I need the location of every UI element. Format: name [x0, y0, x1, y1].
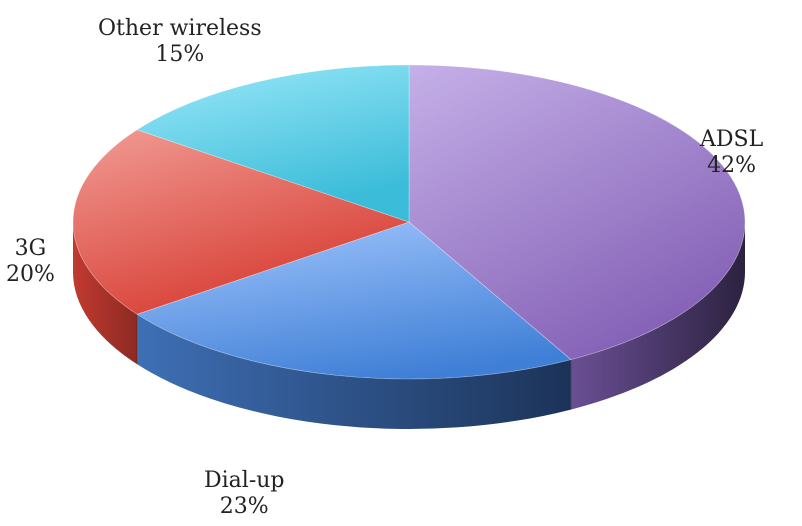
- slice-side-3g: [73, 222, 138, 365]
- pie-sides: [73, 222, 746, 429]
- slice-label-other-wireless-name: Other wireless: [98, 16, 262, 41]
- slice-label-adsl-value: 42%: [707, 153, 757, 178]
- slice-label-3g-name: 3G: [14, 236, 47, 261]
- slice-label-adsl: ADSL 42%: [700, 127, 763, 179]
- slice-side-dial-up: [137, 314, 571, 429]
- slice-side-adsl: [570, 222, 746, 410]
- slice-adsl: [408, 64, 746, 361]
- slice-other-wireless: [136, 64, 410, 223]
- slice-label-3g: 3G 20%: [6, 236, 55, 288]
- slice-label-adsl-name: ADSL: [700, 127, 764, 152]
- slice-3g: [72, 129, 411, 315]
- slice-label-dial-up-name: Dial-up: [204, 468, 285, 493]
- slice-dial-up: [136, 221, 572, 380]
- slice-label-3g-value: 20%: [6, 262, 55, 287]
- slice-label-dial-up-value: 23%: [219, 494, 269, 519]
- slice-label-other-wireless: Other wireless 15%: [98, 16, 262, 68]
- pie-tops: [72, 64, 746, 380]
- slice-label-other-wireless-value: 15%: [155, 42, 205, 67]
- slice-label-dial-up: Dial-up 23%: [204, 468, 285, 520]
